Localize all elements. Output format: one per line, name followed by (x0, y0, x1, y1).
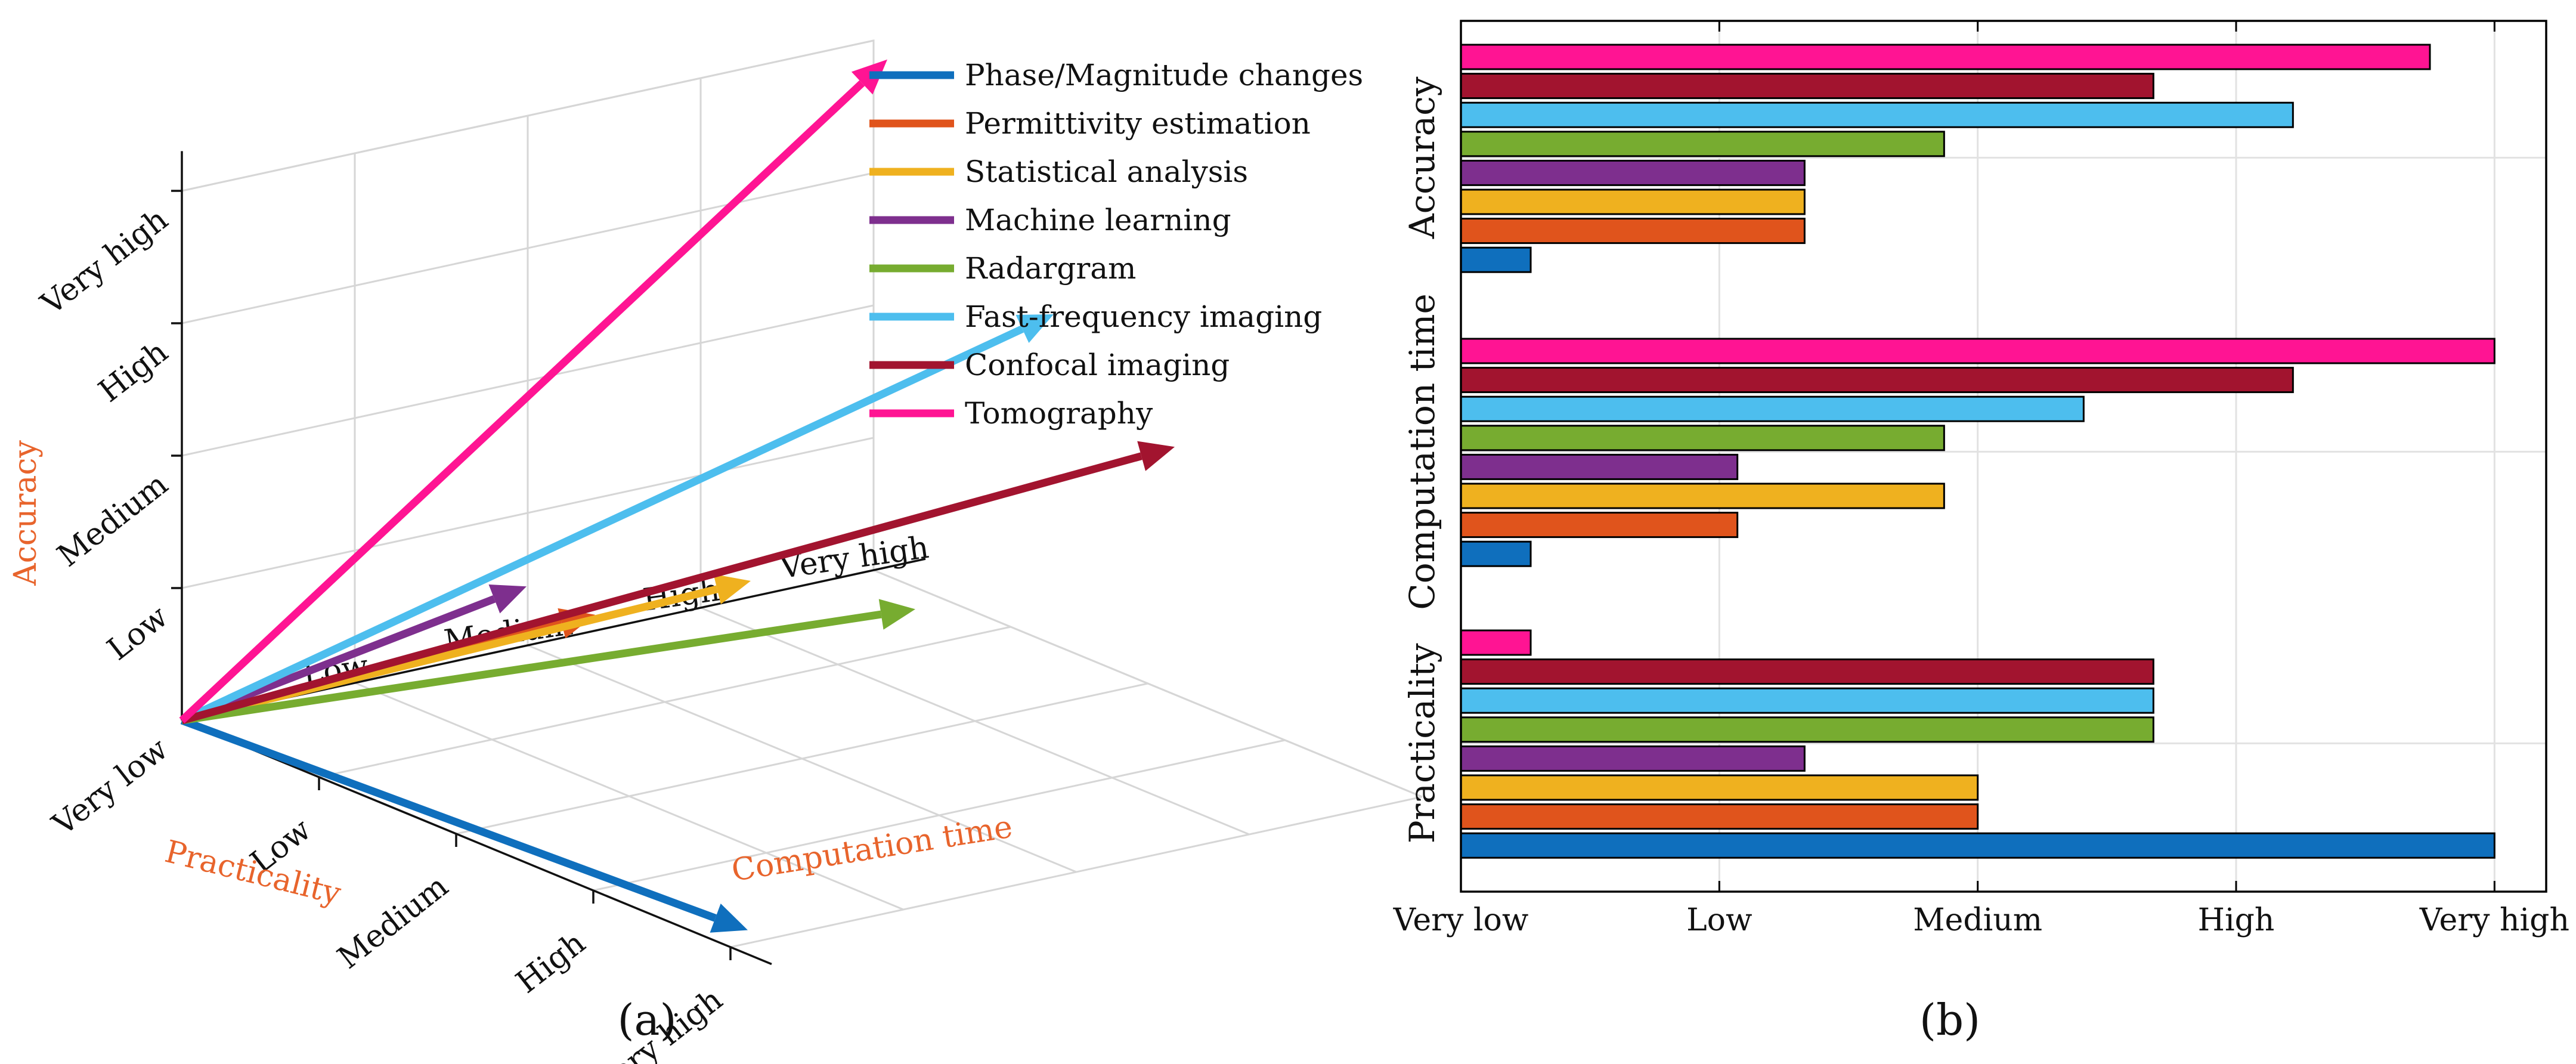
bar (1460, 395, 2085, 422)
z-axis-title: Accuracy (8, 440, 44, 586)
x-tick-label: Very low (1393, 902, 1529, 938)
x-tick-label: High (2198, 902, 2275, 938)
bar (1460, 832, 2496, 859)
bar (1460, 246, 1532, 273)
z-tick-label: Very low (46, 731, 175, 843)
bar (1460, 338, 2496, 364)
bar (1460, 218, 1806, 245)
vector-arrowhead (851, 59, 887, 95)
bar (1460, 629, 1532, 656)
vector-arrowhead (1137, 441, 1175, 471)
vector-line (181, 452, 1143, 725)
floor-gridline (593, 739, 1286, 892)
z-tick-label: Very high (34, 202, 175, 323)
group-label: Practicality (1402, 643, 1442, 843)
vector-line (180, 716, 717, 922)
floor-gridline (527, 644, 1077, 873)
group-labels: Accuracy Computation time Practicality (1402, 76, 1442, 843)
vector-line (179, 80, 865, 723)
bar (1460, 44, 2431, 70)
vector-line (180, 325, 1024, 724)
vectors (179, 59, 1175, 933)
bar (1460, 687, 2154, 714)
vector-arrowhead (710, 903, 748, 933)
bar (1460, 512, 1739, 539)
vector-arrowhead (878, 599, 915, 630)
x-tick-label: High (510, 925, 592, 1001)
vector-line (181, 610, 882, 725)
panel-label-b: (b) (1919, 995, 1980, 1045)
bar (1460, 803, 1979, 830)
bar (1460, 367, 2294, 394)
bar (1460, 73, 2154, 100)
legend-label: Phase/Magnitude changes (965, 58, 1363, 92)
group-label: Accuracy (1402, 76, 1442, 239)
legend-label: Statistical analysis (965, 154, 1248, 189)
bar (1460, 453, 1739, 480)
x-tick-label: Very high (2419, 902, 2569, 938)
bar (1460, 188, 1806, 215)
bar (1460, 658, 2154, 685)
vector-arrowhead (1015, 314, 1054, 344)
x-tick-label: Medium (1913, 902, 2042, 938)
panel-label-a: (a) (617, 995, 676, 1045)
legend-label: Confocal imaging (965, 348, 1230, 382)
bar (1460, 131, 1945, 157)
legend-label: Radargram (965, 251, 1136, 286)
legend-label: Fast-frequency imaging (965, 299, 1322, 334)
vector-arrowhead (713, 574, 751, 605)
y-axis-title: Computation time (729, 809, 1015, 889)
z-tick-label: Low (101, 599, 175, 667)
z-tick-label: High (92, 334, 175, 410)
floor-gridline (700, 607, 1250, 836)
z-tick-label: Medium (51, 466, 175, 574)
legend: Phase/Magnitude changes Permittivity esti… (869, 58, 1363, 431)
bar (1460, 716, 2154, 743)
x-axis-line (181, 719, 772, 966)
panel-b-bar-chart: Very low Low Medium High Very high Accuracy Co… (1393, 20, 2569, 1045)
legend-label: Permittivity estimation (965, 106, 1311, 141)
floor-gridline (730, 796, 1423, 948)
legend-label: Machine learning (965, 203, 1231, 237)
wall-gridline (181, 172, 874, 324)
bar (1460, 159, 1806, 186)
bar (1460, 745, 1806, 772)
legend-label: Tomography (965, 396, 1153, 431)
vector-arrowhead (488, 584, 527, 614)
x-tick-labels: Very low Low Medium High Very high (1393, 902, 2569, 938)
plot-frame (1460, 20, 2547, 893)
bar (1460, 101, 2294, 128)
bar (1460, 482, 1945, 509)
box-edge (873, 569, 1423, 798)
bar (1460, 774, 1979, 801)
x-tick-label: Low (1686, 902, 1752, 938)
wall-gridline (181, 304, 874, 457)
bar (1460, 540, 1532, 567)
bar (1460, 425, 1945, 451)
box-edge (181, 39, 875, 570)
group-label: Computation time (1402, 293, 1442, 610)
x-tick-label: Medium (331, 868, 455, 976)
